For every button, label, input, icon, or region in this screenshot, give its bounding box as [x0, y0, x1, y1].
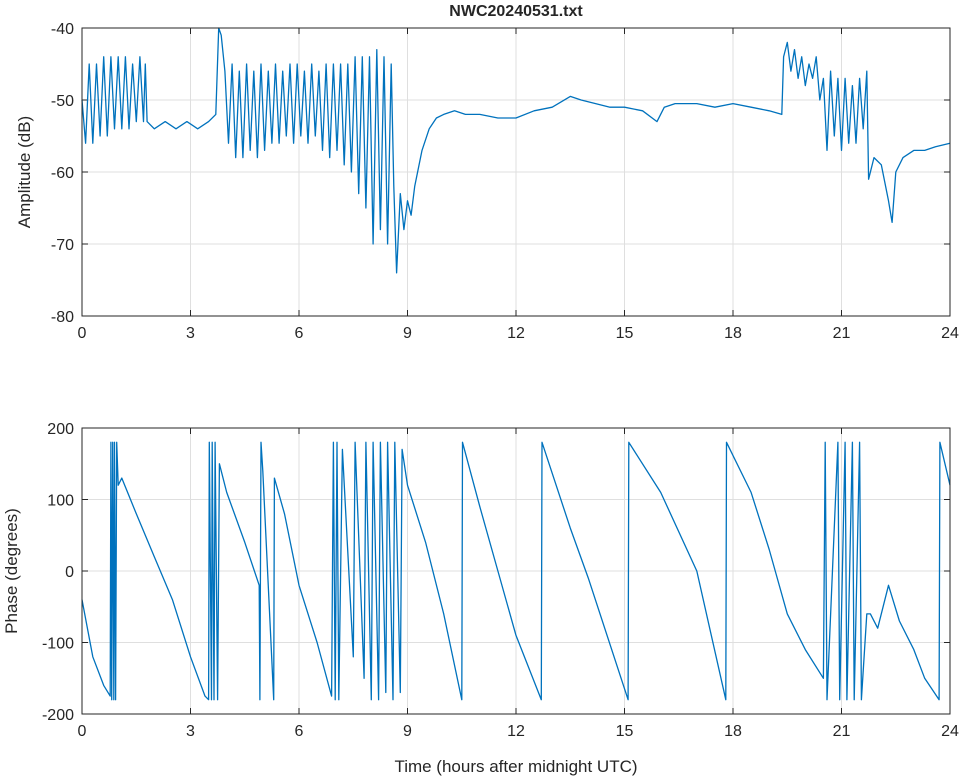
x-tick-label: 9: [403, 325, 412, 342]
series-line-phase: [81, 441, 951, 701]
x-axis-label: Time (hours after midnight UTC): [394, 757, 637, 776]
x-tick-label: 21: [833, 723, 851, 740]
x-tick-label: 0: [78, 723, 87, 740]
y-tick-label: -100: [42, 636, 74, 653]
x-tick-label: 3: [186, 723, 195, 740]
y-tick-label: -40: [51, 21, 74, 38]
axes-box: [81, 27, 951, 317]
x-tick-label: 0: [78, 325, 87, 342]
x-tick-label: 12: [507, 325, 525, 342]
chart-title: NWC20240531.txt: [449, 3, 583, 20]
x-tick-label: 12: [507, 723, 525, 740]
y-tick-label: 100: [47, 493, 74, 510]
amplitude-y-axis-label: Amplitude (dB): [15, 116, 34, 228]
x-tick-label: 24: [941, 325, 959, 342]
phase-plot: 0 3 6 9 12 15 18 21 24 -200 -100 0 100 200: [42, 421, 959, 740]
x-tick-label: 24: [941, 723, 959, 740]
y-tick-label: -50: [51, 93, 74, 110]
y-tick-label: -200: [42, 707, 74, 724]
x-tick-label: 6: [295, 723, 304, 740]
axes-box: [81, 427, 951, 715]
y-tick-label: -70: [51, 237, 74, 254]
x-tick-label: 15: [616, 325, 634, 342]
x-tick-label: 15: [616, 723, 634, 740]
phase-y-axis-label: Phase (degrees): [2, 508, 21, 634]
y-tick-label: 200: [47, 421, 74, 438]
amplitude-plot: 0 3 6 9 12 15 18 21 24 -80 -70 -60 -50 -40: [51, 21, 959, 342]
y-tick-label: 0: [65, 564, 74, 581]
x-tick-label: 6: [295, 325, 304, 342]
x-tick-label: 21: [833, 325, 851, 342]
x-tick-label: 3: [186, 325, 195, 342]
x-tick-label: 18: [724, 723, 742, 740]
x-tick-label: 18: [724, 325, 742, 342]
x-tick-label: 9: [403, 723, 412, 740]
series-line-amplitude: [81, 27, 951, 274]
y-tick-label: -80: [51, 309, 74, 326]
y-tick-label: -60: [51, 165, 74, 182]
